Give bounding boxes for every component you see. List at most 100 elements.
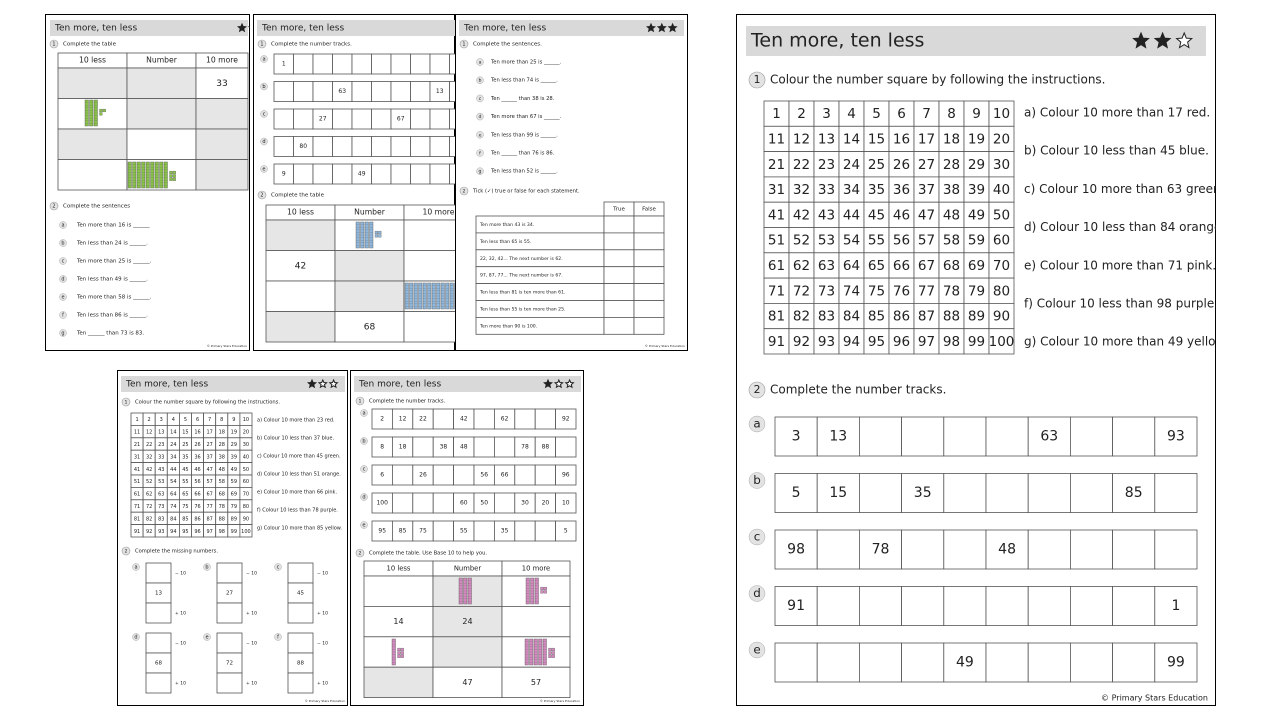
title: Ten more, ten less — [125, 380, 208, 390]
cell — [449, 136, 455, 157]
track-number: 18 — [399, 444, 407, 451]
cell — [216, 562, 243, 584]
cell — [913, 151, 940, 178]
grid-number: 84 — [170, 516, 176, 522]
grid-number: 22 — [793, 157, 810, 173]
grid-number: 35 — [868, 182, 885, 198]
cell — [943, 642, 987, 683]
grid-number: 88 — [219, 516, 225, 522]
grid-number: 20 — [993, 131, 1010, 147]
cell — [985, 642, 1029, 683]
statement: Ten more than 43 is 34. — [479, 222, 534, 228]
grid-number: 90 — [993, 309, 1010, 325]
track-number: 55 — [460, 528, 468, 535]
grid-number: 29 — [231, 442, 237, 448]
cell — [774, 416, 818, 457]
cell — [603, 300, 635, 318]
grid-number: 55 — [868, 233, 885, 249]
grid-number: 38 — [219, 454, 225, 460]
statement: 22, 32, 42... The next number is 62. — [480, 256, 563, 262]
cell — [988, 328, 1015, 355]
cell — [273, 136, 294, 157]
difficulty-star — [1175, 31, 1194, 49]
track-number: 56 — [480, 472, 488, 479]
item-label: f — [62, 313, 64, 319]
sentence: Ten more than 25 is ______. — [490, 60, 562, 66]
cell — [985, 529, 1029, 570]
base-ten-unit — [102, 108, 106, 113]
cell — [888, 151, 915, 178]
item-badge — [260, 110, 268, 118]
cell — [901, 642, 945, 683]
minus-label: − 10 — [246, 571, 257, 577]
grid-number: 5 — [184, 417, 187, 423]
cell — [332, 108, 353, 130]
cell — [863, 176, 890, 203]
title-bar — [354, 376, 581, 392]
worksheet: Ten more, ten less 1 Complete the table 10 … — [45, 14, 250, 351]
item-badge — [748, 528, 766, 546]
cell — [888, 125, 915, 153]
cell — [763, 277, 790, 304]
cell — [273, 108, 294, 130]
cell — [988, 125, 1015, 153]
grid-number: 66 — [194, 492, 200, 498]
grid-number: 72 — [146, 504, 152, 510]
cell — [265, 311, 336, 343]
item-badge — [260, 137, 268, 146]
grid-number: 47 — [206, 467, 212, 473]
cell — [145, 562, 172, 584]
cell — [913, 252, 940, 279]
base-ten-unit — [99, 108, 103, 113]
grid-number: 3 — [160, 417, 163, 423]
difficulty-star — [564, 378, 575, 389]
cell — [555, 520, 577, 542]
track-number: 15 — [829, 485, 847, 501]
grid-number: 37 — [206, 454, 212, 460]
grid-number: 6 — [196, 417, 199, 423]
grid-number: 94 — [843, 334, 860, 350]
cell — [432, 408, 455, 430]
cell — [774, 642, 818, 683]
grid-number: 33 — [158, 454, 164, 460]
grid-number: 47 — [918, 207, 935, 223]
grid-number: 32 — [793, 182, 810, 198]
base-ten-unit — [397, 654, 401, 658]
cell — [1027, 529, 1071, 570]
grid-number: 91 — [134, 529, 140, 535]
grid-number: 16 — [194, 430, 200, 436]
track-number: 92 — [562, 416, 570, 423]
difficulty-star — [656, 22, 667, 33]
cell — [534, 408, 557, 430]
cell — [859, 586, 903, 626]
question-text: Tick (✓) true or false for each statemen… — [472, 189, 580, 195]
question-text: Complete the sentences. — [473, 42, 542, 48]
grid-number: 60 — [993, 233, 1010, 249]
instruction: f) Colour 10 less than 78 purple. — [257, 508, 338, 514]
difficulty-star — [667, 22, 678, 33]
track-number: 50 — [480, 500, 488, 507]
box-number: 27 — [226, 591, 233, 597]
question-number: 2 — [463, 189, 466, 195]
grid-number: 38 — [943, 182, 960, 198]
cell — [403, 311, 455, 343]
cell — [449, 81, 455, 102]
worksheet: Ten more, ten less 1 Complete the sentence… — [455, 14, 688, 351]
footer: © Primary Stars Education — [540, 699, 580, 703]
sentence: Ten less than 24 is ______. — [76, 241, 148, 247]
grid-number: 48 — [219, 467, 225, 473]
table-number: 33 — [216, 79, 227, 89]
grid-number: 10 — [993, 106, 1010, 122]
grid-number: 28 — [943, 157, 960, 173]
grid-number: 5 — [872, 106, 881, 122]
cell — [633, 266, 665, 285]
question-number: 1 — [754, 73, 761, 86]
item-label: b — [362, 439, 365, 445]
item-label: d — [262, 139, 265, 145]
grid-number: 51 — [134, 479, 140, 485]
worksheet: Ten more, ten less 1 Colour the number squ… — [117, 370, 348, 706]
cell — [312, 53, 333, 75]
grid-number: 36 — [194, 454, 200, 460]
cell — [788, 328, 815, 355]
cell — [633, 316, 665, 335]
